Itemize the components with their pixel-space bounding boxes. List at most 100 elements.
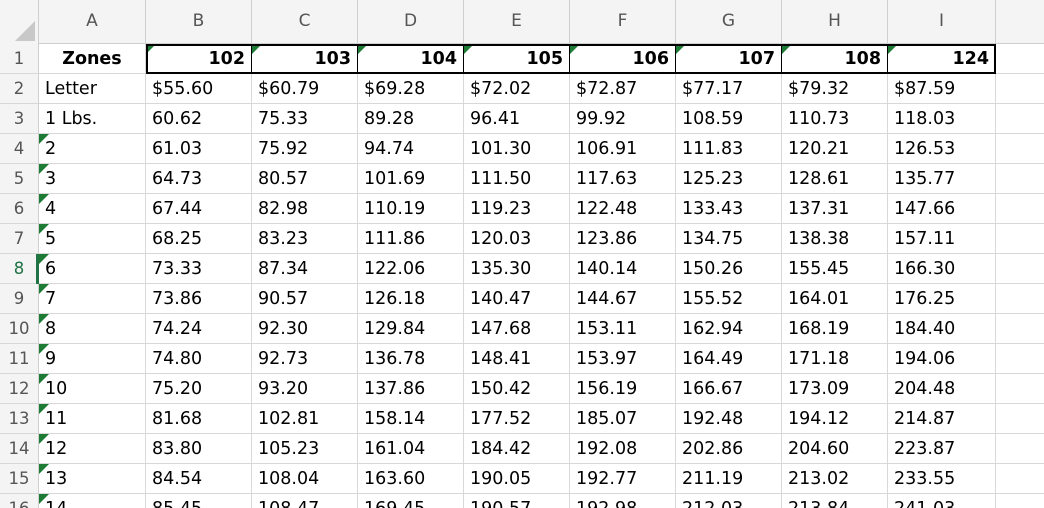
cell-empty[interactable] [996, 134, 1044, 164]
cell-d3[interactable]: 89.28 [358, 104, 464, 134]
cell-g8[interactable]: 150.26 [676, 254, 782, 284]
cell-e7[interactable]: 120.03 [464, 224, 570, 254]
cell-a11[interactable]: 9 [39, 344, 146, 374]
cell-e9[interactable]: 140.47 [464, 284, 570, 314]
column-header-h[interactable]: H [782, 0, 888, 44]
cell-b11[interactable]: 74.80 [146, 344, 252, 374]
cell-h7[interactable]: 138.38 [782, 224, 888, 254]
row-header-16[interactable]: 16 [0, 494, 39, 508]
row-header-5[interactable]: 5 [0, 164, 39, 194]
cell-e10[interactable]: 147.68 [464, 314, 570, 344]
cell-d5[interactable]: 101.69 [358, 164, 464, 194]
cell-b10[interactable]: 74.24 [146, 314, 252, 344]
cell-f1[interactable]: 106 [570, 44, 676, 74]
cell-c11[interactable]: 92.73 [252, 344, 358, 374]
cell-c2[interactable]: $60.79 [252, 74, 358, 104]
cell-a13[interactable]: 11 [39, 404, 146, 434]
cell-empty[interactable] [996, 74, 1044, 104]
cell-g1[interactable]: 107 [676, 44, 782, 74]
cell-a12[interactable]: 10 [39, 374, 146, 404]
cell-b8[interactable]: 73.33 [146, 254, 252, 284]
cell-g12[interactable]: 166.67 [676, 374, 782, 404]
cell-d1[interactable]: 104 [358, 44, 464, 74]
cell-b13[interactable]: 81.68 [146, 404, 252, 434]
cell-i2[interactable]: $87.59 [888, 74, 996, 104]
cell-h15[interactable]: 213.02 [782, 464, 888, 494]
cell-e3[interactable]: 96.41 [464, 104, 570, 134]
row-header-14[interactable]: 14 [0, 434, 39, 464]
cell-h14[interactable]: 204.60 [782, 434, 888, 464]
cell-e6[interactable]: 119.23 [464, 194, 570, 224]
cell-b15[interactable]: 84.54 [146, 464, 252, 494]
row-header-7[interactable]: 7 [0, 224, 39, 254]
cell-b6[interactable]: 67.44 [146, 194, 252, 224]
row-header-1[interactable]: 1 [0, 44, 39, 74]
row-header-6[interactable]: 6 [0, 194, 39, 224]
cell-d14[interactable]: 161.04 [358, 434, 464, 464]
cell-a9[interactable]: 7 [39, 284, 146, 314]
cell-b16[interactable]: 85.45 [146, 494, 252, 508]
cell-c4[interactable]: 75.92 [252, 134, 358, 164]
cell-e13[interactable]: 177.52 [464, 404, 570, 434]
cell-e12[interactable]: 150.42 [464, 374, 570, 404]
cell-g16[interactable]: 212.03 [676, 494, 782, 508]
cell-f12[interactable]: 156.19 [570, 374, 676, 404]
cell-e5[interactable]: 111.50 [464, 164, 570, 194]
cell-b7[interactable]: 68.25 [146, 224, 252, 254]
cell-f5[interactable]: 117.63 [570, 164, 676, 194]
cell-empty[interactable] [996, 194, 1044, 224]
cell-c8[interactable]: 87.34 [252, 254, 358, 284]
cell-f6[interactable]: 122.48 [570, 194, 676, 224]
cell-a1[interactable]: Zones [39, 44, 146, 74]
cell-g5[interactable]: 125.23 [676, 164, 782, 194]
cell-i14[interactable]: 223.87 [888, 434, 996, 464]
cell-h10[interactable]: 168.19 [782, 314, 888, 344]
cell-f11[interactable]: 153.97 [570, 344, 676, 374]
cell-g13[interactable]: 192.48 [676, 404, 782, 434]
cell-a7[interactable]: 5 [39, 224, 146, 254]
cell-c1[interactable]: 103 [252, 44, 358, 74]
cell-i9[interactable]: 176.25 [888, 284, 996, 314]
cell-i4[interactable]: 126.53 [888, 134, 996, 164]
cell-empty[interactable] [996, 464, 1044, 494]
cell-h2[interactable]: $79.32 [782, 74, 888, 104]
cell-empty[interactable] [996, 494, 1044, 508]
cell-i7[interactable]: 157.11 [888, 224, 996, 254]
cell-e1[interactable]: 105 [464, 44, 570, 74]
cell-g6[interactable]: 133.43 [676, 194, 782, 224]
cell-f3[interactable]: 99.92 [570, 104, 676, 134]
row-header-15[interactable]: 15 [0, 464, 39, 494]
cell-c9[interactable]: 90.57 [252, 284, 358, 314]
cell-h12[interactable]: 173.09 [782, 374, 888, 404]
cell-i1[interactable]: 124 [888, 44, 996, 74]
cell-e14[interactable]: 184.42 [464, 434, 570, 464]
cell-c6[interactable]: 82.98 [252, 194, 358, 224]
cell-f8[interactable]: 140.14 [570, 254, 676, 284]
cell-empty[interactable] [996, 374, 1044, 404]
row-header-4[interactable]: 4 [0, 134, 39, 164]
column-header-i[interactable]: I [888, 0, 996, 44]
cell-empty[interactable] [996, 434, 1044, 464]
cell-g15[interactable]: 211.19 [676, 464, 782, 494]
cell-empty[interactable] [996, 224, 1044, 254]
cell-empty[interactable] [996, 164, 1044, 194]
cell-f13[interactable]: 185.07 [570, 404, 676, 434]
cell-d2[interactable]: $69.28 [358, 74, 464, 104]
cell-empty[interactable] [996, 284, 1044, 314]
cell-i8[interactable]: 166.30 [888, 254, 996, 284]
row-header-10[interactable]: 10 [0, 314, 39, 344]
cell-h16[interactable]: 213.84 [782, 494, 888, 508]
cell-a5[interactable]: 3 [39, 164, 146, 194]
cell-empty[interactable] [996, 314, 1044, 344]
cell-empty[interactable] [996, 254, 1044, 284]
row-header-3[interactable]: 3 [0, 104, 39, 134]
cell-h4[interactable]: 120.21 [782, 134, 888, 164]
cell-f7[interactable]: 123.86 [570, 224, 676, 254]
cell-d12[interactable]: 137.86 [358, 374, 464, 404]
cell-i10[interactable]: 184.40 [888, 314, 996, 344]
cell-i6[interactable]: 147.66 [888, 194, 996, 224]
cell-h1[interactable]: 108 [782, 44, 888, 74]
cell-f4[interactable]: 106.91 [570, 134, 676, 164]
cell-e15[interactable]: 190.05 [464, 464, 570, 494]
cell-a10[interactable]: 8 [39, 314, 146, 344]
